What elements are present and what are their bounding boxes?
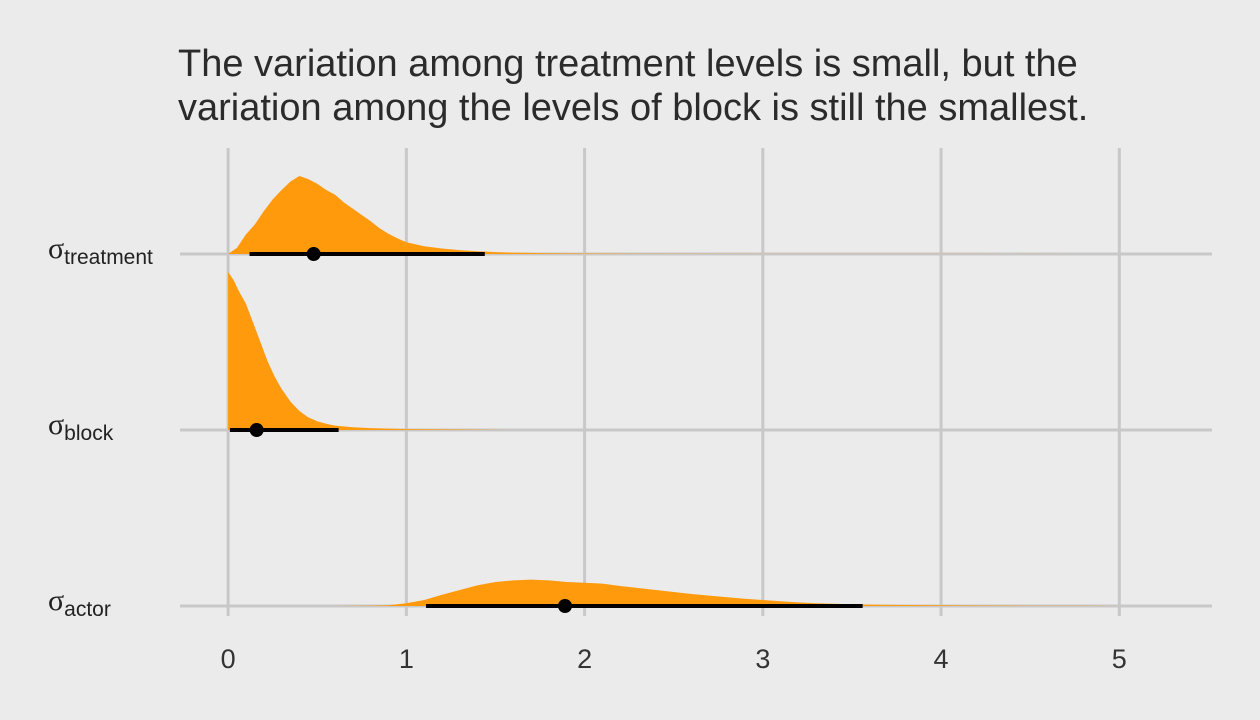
y-label-block: σblock xyxy=(48,408,114,445)
chart-title: The variation among treatment levels is … xyxy=(178,42,1218,130)
point-estimate-block xyxy=(249,423,264,437)
x-axis-tick-labels: 0 1 2 3 4 5 xyxy=(221,644,1127,674)
y-label-symbol-actor: σ xyxy=(48,584,64,617)
x-tick-label-0: 0 xyxy=(221,644,236,674)
y-label-actor: σactor xyxy=(48,584,111,621)
x-tick-label-4: 4 xyxy=(934,644,949,674)
x-tick-label-5: 5 xyxy=(1112,644,1127,674)
point-estimate-treatment xyxy=(306,247,321,261)
density-areas xyxy=(228,176,1120,606)
y-label-sub-treatment: treatment xyxy=(64,246,153,269)
y-label-symbol-block: σ xyxy=(48,408,64,441)
density-actor xyxy=(335,579,1120,606)
chart-title-line-1: The variation among treatment levels is … xyxy=(178,43,1078,85)
y-label-sub-actor: actor xyxy=(64,598,111,621)
credible-intervals xyxy=(229,247,863,613)
chart-title-line-2: variation among the levels of block is s… xyxy=(178,87,1089,129)
y-label-treatment: σtreatment xyxy=(48,232,153,269)
x-tick-label-1: 1 xyxy=(399,644,414,674)
x-tick-label-2: 2 xyxy=(577,644,592,674)
density-block xyxy=(228,272,514,430)
x-tick-label-3: 3 xyxy=(755,644,770,674)
y-label-symbol-treatment: σ xyxy=(48,232,64,265)
y-label-sub-block: block xyxy=(64,422,114,445)
density-treatment xyxy=(228,176,1084,254)
point-estimate-actor xyxy=(557,599,572,613)
